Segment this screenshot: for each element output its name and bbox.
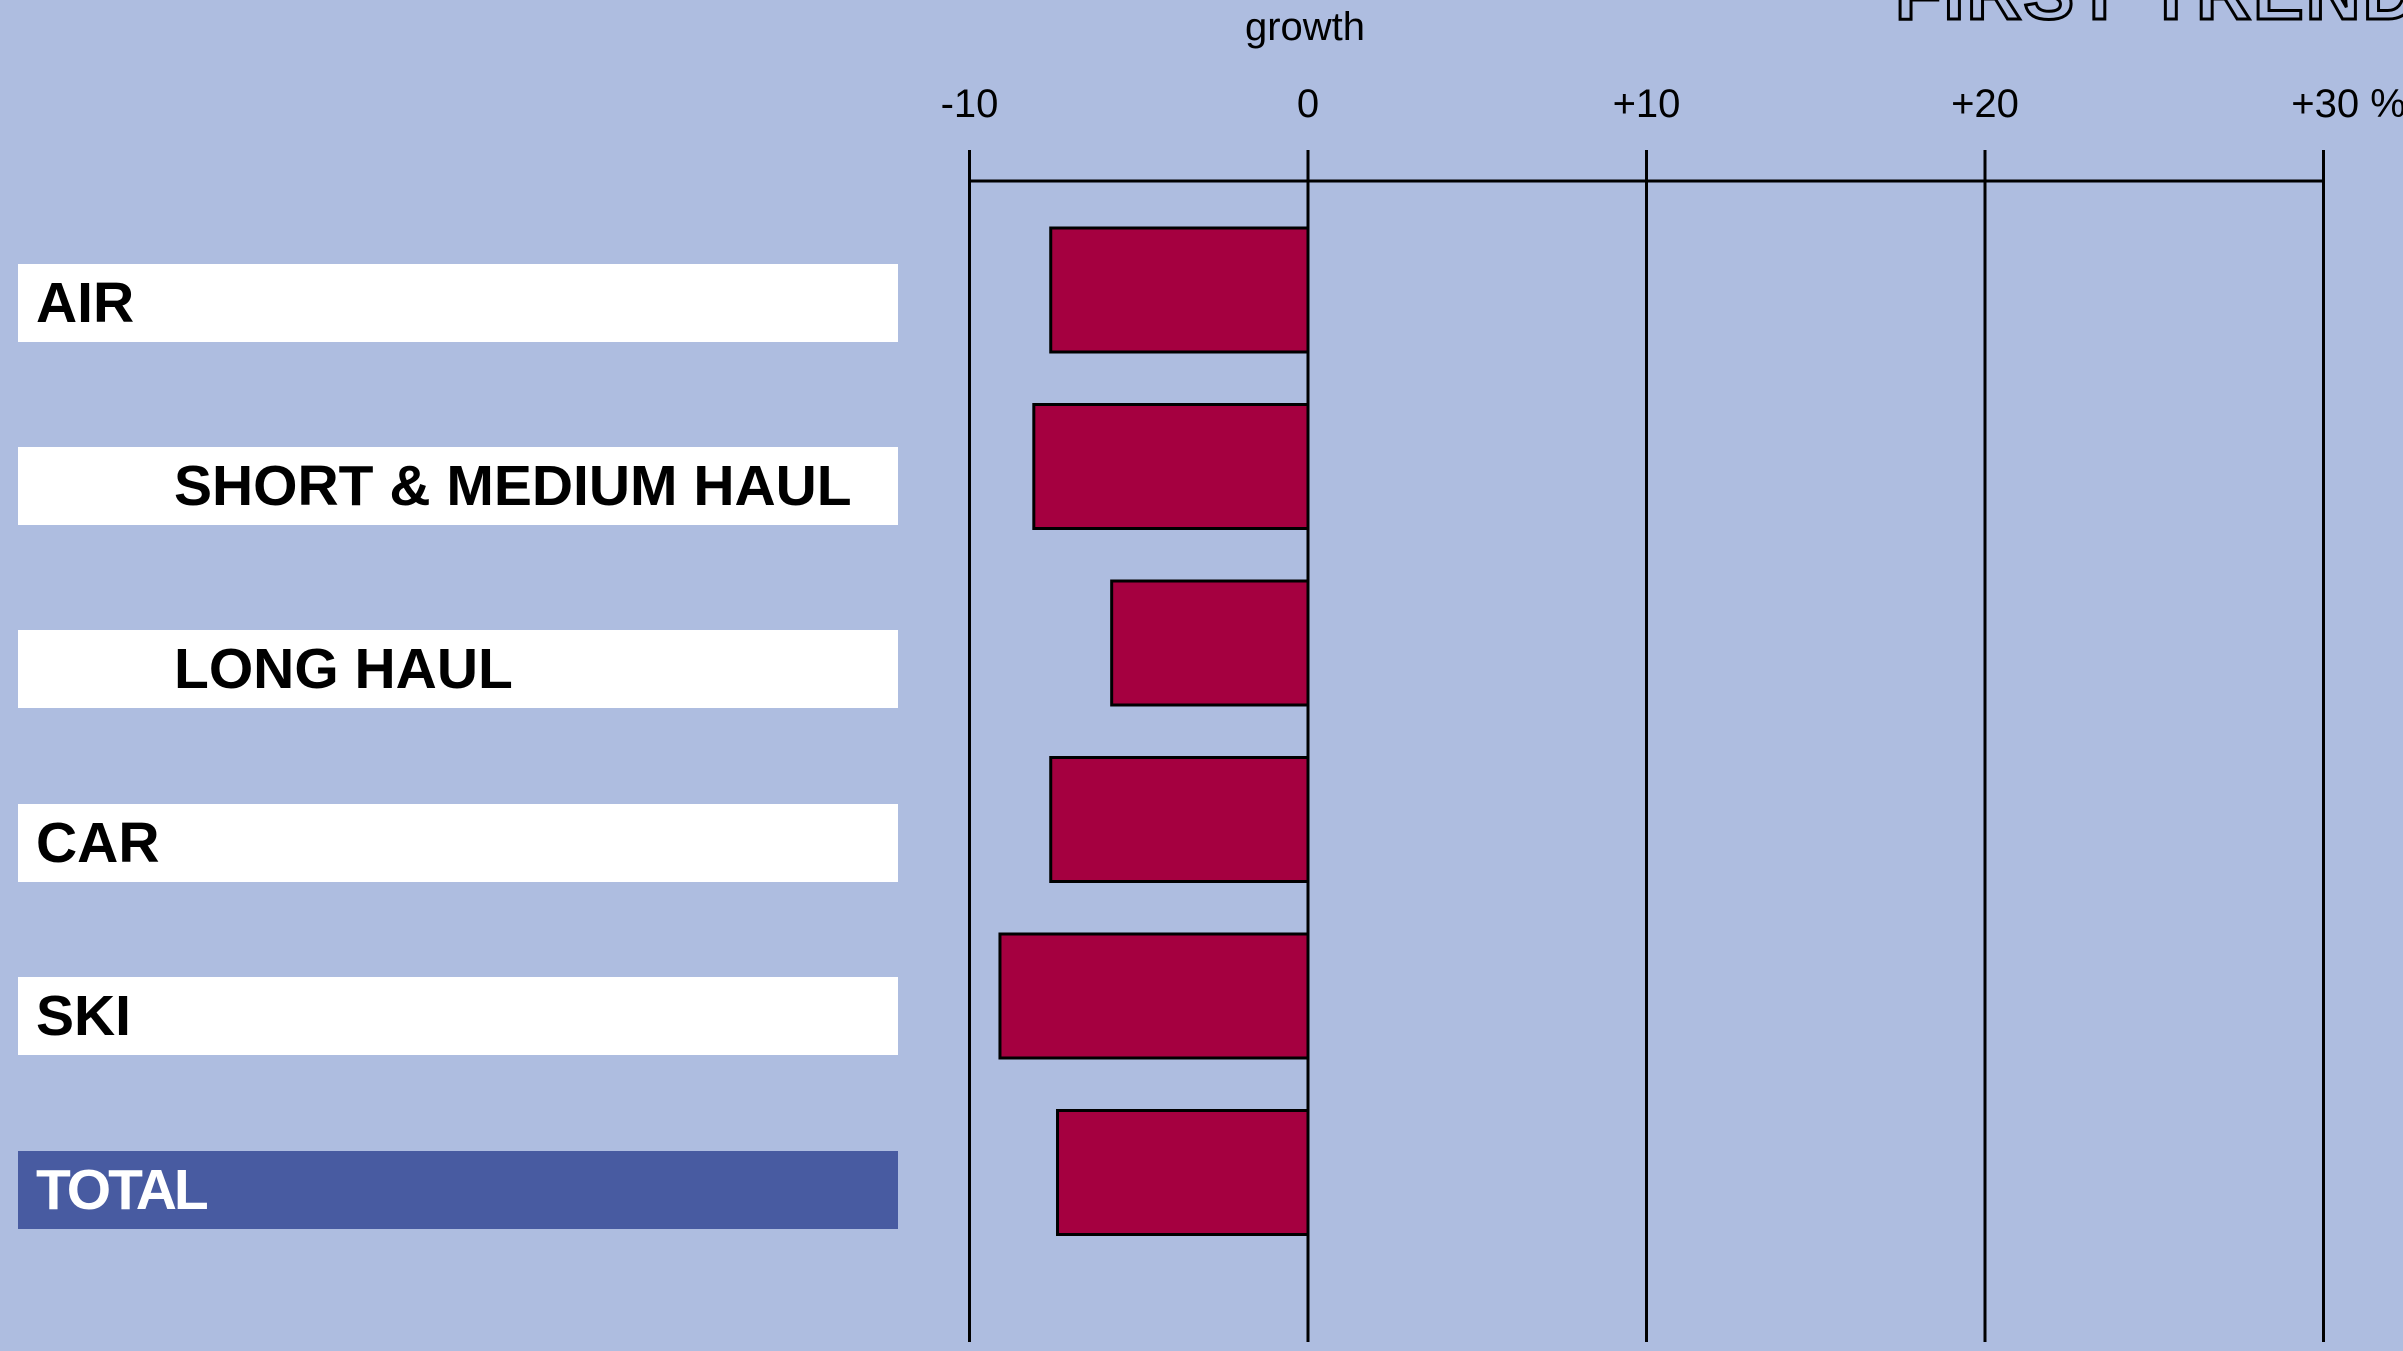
bar	[1056, 1109, 1310, 1236]
bar	[998, 932, 1310, 1060]
category-label: TOTAL	[18, 1151, 898, 1229]
bar	[1049, 226, 1310, 354]
x-tick-label: -10	[941, 82, 999, 126]
x-tick-label: +20	[1951, 82, 2019, 126]
x-tick-label: +10	[1613, 82, 1681, 126]
category-label: SHORT & MEDIUM HAUL	[18, 447, 898, 525]
x-tick-label: 0	[1297, 82, 1319, 126]
bar	[1032, 403, 1310, 530]
bar	[1110, 579, 1310, 707]
category-label: LONG HAUL	[18, 630, 898, 708]
category-label: SKI	[18, 977, 898, 1055]
x-tick-label: +30 %	[2291, 82, 2403, 126]
x-axis-label: growth	[1245, 5, 1365, 49]
bar	[1049, 756, 1310, 883]
category-label: CAR	[18, 804, 898, 882]
chart-title: FIRST TRENDS	[1893, 0, 2403, 38]
category-label: AIR	[18, 264, 898, 342]
